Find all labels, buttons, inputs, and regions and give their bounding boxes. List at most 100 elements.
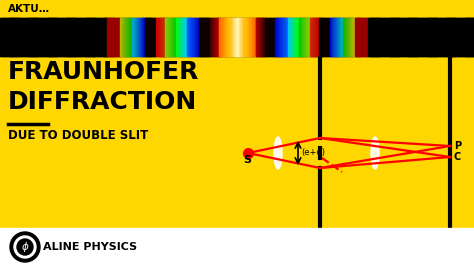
Bar [407, 18, 408, 56]
Bar [337, 18, 338, 56]
Bar [46, 18, 48, 56]
Bar [348, 18, 350, 56]
Bar [281, 18, 283, 56]
Bar [404, 18, 405, 56]
Bar [287, 18, 288, 56]
Bar [286, 18, 287, 56]
Bar [216, 18, 217, 56]
Bar [198, 18, 199, 56]
Bar [0, 18, 1, 56]
Bar [40, 18, 41, 56]
Bar [93, 18, 94, 56]
Bar [27, 18, 28, 56]
Bar [30, 18, 32, 56]
Bar [316, 18, 318, 56]
Bar [159, 18, 160, 56]
Bar [427, 18, 428, 56]
Bar [388, 18, 389, 56]
Bar [117, 18, 118, 56]
Bar [453, 18, 455, 56]
Bar [349, 18, 351, 56]
Bar [434, 18, 436, 56]
Bar [33, 18, 35, 56]
Bar [317, 18, 319, 56]
Bar [352, 18, 354, 56]
Bar [32, 18, 34, 56]
Bar [218, 18, 219, 56]
Bar [258, 18, 260, 56]
Bar [79, 18, 80, 56]
Bar [77, 18, 78, 56]
Bar [268, 18, 269, 56]
Bar [9, 18, 11, 56]
Bar [461, 18, 462, 56]
Bar [418, 18, 419, 56]
Bar [413, 18, 415, 56]
Bar [334, 18, 336, 56]
Bar [253, 18, 254, 56]
Bar [356, 18, 358, 56]
Bar [357, 18, 359, 56]
Bar [41, 18, 42, 56]
Bar [45, 18, 46, 56]
Bar [13, 18, 15, 56]
Bar [154, 18, 155, 56]
Bar [35, 18, 36, 56]
Bar [311, 18, 313, 56]
Bar [435, 18, 437, 56]
Bar [236, 18, 237, 56]
Bar [74, 18, 75, 56]
Bar [10, 18, 12, 56]
Bar [104, 18, 106, 56]
Circle shape [17, 239, 33, 255]
Bar [458, 18, 459, 56]
Bar [329, 18, 331, 56]
Bar [339, 18, 340, 56]
Bar [265, 18, 266, 56]
Bar [85, 18, 87, 56]
Bar [365, 18, 366, 56]
Bar [178, 18, 179, 56]
Bar [228, 18, 229, 56]
Text: C: C [454, 152, 461, 162]
Bar [125, 18, 126, 56]
Bar [275, 18, 277, 56]
Bar [237, 18, 239, 56]
Bar [256, 18, 258, 56]
Bar [230, 18, 231, 56]
Bar [118, 18, 119, 56]
Bar [113, 18, 115, 56]
Bar [115, 18, 117, 56]
Bar [377, 18, 379, 56]
Bar [166, 18, 168, 56]
Bar [456, 18, 457, 56]
Bar [200, 18, 201, 56]
Bar [51, 18, 53, 56]
Bar [96, 18, 97, 56]
Bar [306, 18, 307, 56]
Bar [350, 18, 352, 56]
Bar [207, 18, 209, 56]
Bar [89, 18, 91, 56]
Bar [382, 18, 383, 56]
Bar [70, 18, 72, 56]
Bar [217, 18, 218, 56]
Bar [90, 18, 91, 56]
Bar [466, 18, 468, 56]
Bar [34, 18, 36, 56]
Bar [439, 18, 440, 56]
Bar [346, 18, 347, 56]
Bar [128, 18, 129, 56]
Bar [75, 18, 76, 56]
Bar [251, 18, 252, 56]
Bar [140, 18, 141, 56]
Bar [373, 18, 374, 56]
Bar [11, 18, 13, 56]
Bar [272, 18, 273, 56]
Bar [340, 18, 341, 56]
Bar [101, 18, 103, 56]
Bar [233, 18, 234, 56]
Bar [206, 18, 208, 56]
Text: AKTU…: AKTU… [8, 4, 50, 14]
Bar [397, 18, 399, 56]
